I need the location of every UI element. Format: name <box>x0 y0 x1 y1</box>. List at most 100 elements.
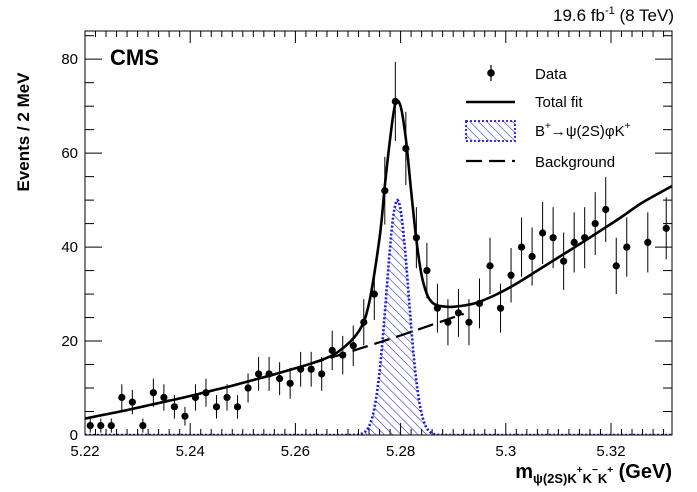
data-marker <box>297 365 305 373</box>
data-point <box>170 395 179 419</box>
data-point <box>107 418 115 433</box>
data-marker <box>128 398 136 406</box>
data-point <box>118 384 126 411</box>
data-point <box>539 201 547 265</box>
data-marker <box>391 97 399 106</box>
legend-signal-label: B+→ψ(2S)φK+ <box>535 121 631 140</box>
data-point <box>202 378 210 407</box>
y-axis: 0 20 40 60 80 <box>61 35 672 444</box>
data-point <box>254 357 263 391</box>
data-point <box>581 207 589 269</box>
data-marker <box>233 403 242 411</box>
data-marker <box>486 262 494 270</box>
data-point <box>307 351 315 387</box>
data-marker <box>591 220 599 228</box>
data-marker <box>276 375 284 383</box>
data-marker <box>423 266 431 275</box>
data-point <box>475 278 484 329</box>
data-point <box>402 111 410 186</box>
data-points <box>86 62 670 433</box>
legend-total-entry: Total fit <box>466 94 583 111</box>
data-marker <box>465 318 473 326</box>
data-marker <box>570 238 578 246</box>
data-marker <box>370 290 378 298</box>
data-point <box>570 212 578 273</box>
data-point <box>644 212 652 273</box>
data-point <box>412 207 420 269</box>
data-marker <box>97 422 105 430</box>
data-marker <box>507 271 515 279</box>
total-fit-line <box>85 99 672 420</box>
legend-data-label: Data <box>535 66 567 83</box>
data-point <box>265 357 273 391</box>
data-marker <box>202 389 210 397</box>
legend-background-entry: Background <box>466 154 615 171</box>
legend: Data Total fit B+→ψ(2S)φK+ Background <box>465 65 631 171</box>
data-point <box>602 177 610 242</box>
data-point <box>507 248 515 303</box>
data-point <box>381 156 389 225</box>
data-point <box>160 384 168 411</box>
data-point <box>244 373 252 403</box>
y-tick-label: 60 <box>61 145 78 162</box>
data-marker <box>612 262 620 270</box>
data-point <box>86 418 94 433</box>
data-marker <box>286 379 294 387</box>
data-point <box>212 395 221 419</box>
data-marker <box>496 304 505 312</box>
data-marker <box>517 243 526 251</box>
x-tick-label: 5.28 <box>386 443 415 460</box>
y-axis-title: Events / 2 MeV <box>14 72 33 192</box>
data-point <box>286 367 294 399</box>
data-point <box>276 362 284 396</box>
data-marker <box>254 370 263 378</box>
data-point <box>612 237 620 295</box>
data-point <box>97 418 105 433</box>
data-point <box>318 357 326 391</box>
data-marker <box>454 309 463 317</box>
data-point <box>517 217 526 277</box>
data-point <box>139 418 147 433</box>
plot-frame <box>84 30 673 436</box>
data-marker <box>623 243 631 251</box>
data-marker <box>139 422 147 430</box>
data-point <box>297 351 305 387</box>
data-marker <box>528 252 536 261</box>
data-marker <box>560 257 568 265</box>
x-tick-label: 5.32 <box>596 443 625 460</box>
data-marker <box>244 384 252 392</box>
data-marker <box>86 422 94 430</box>
data-marker <box>433 304 442 312</box>
experiment-label: CMS <box>110 45 159 70</box>
data-marker <box>149 389 157 397</box>
x-axis: 5.22 5.24 5.26 5.28 5.3 5.32 <box>70 31 665 460</box>
data-marker <box>118 393 126 402</box>
data-marker <box>662 224 670 232</box>
data-point <box>360 299 368 346</box>
data-marker <box>191 393 200 402</box>
signal-area <box>85 200 672 435</box>
data-marker <box>307 365 315 373</box>
x-tick-label: 5.24 <box>176 443 205 460</box>
data-point <box>662 197 670 260</box>
x-tick-label: 5.3 <box>495 443 516 460</box>
data-point <box>391 62 399 141</box>
data-marker <box>318 370 326 378</box>
data-marker <box>328 346 336 355</box>
data-point <box>591 192 599 256</box>
data-marker <box>170 403 179 411</box>
y-tick-label: 20 <box>61 333 78 350</box>
data-point <box>328 330 336 371</box>
data-marker <box>107 422 115 430</box>
data-marker <box>412 234 420 242</box>
data-point <box>339 335 347 375</box>
data-marker <box>402 144 410 153</box>
data-marker <box>644 238 652 246</box>
data-marker <box>223 393 231 402</box>
data-point <box>233 395 242 419</box>
legend-data-entry: Data <box>487 65 567 83</box>
x-axis-title: mψ(2S)K+K−K+ (GeV) <box>515 461 672 486</box>
legend-total-label: Total fit <box>535 94 583 111</box>
data-point <box>444 299 452 346</box>
